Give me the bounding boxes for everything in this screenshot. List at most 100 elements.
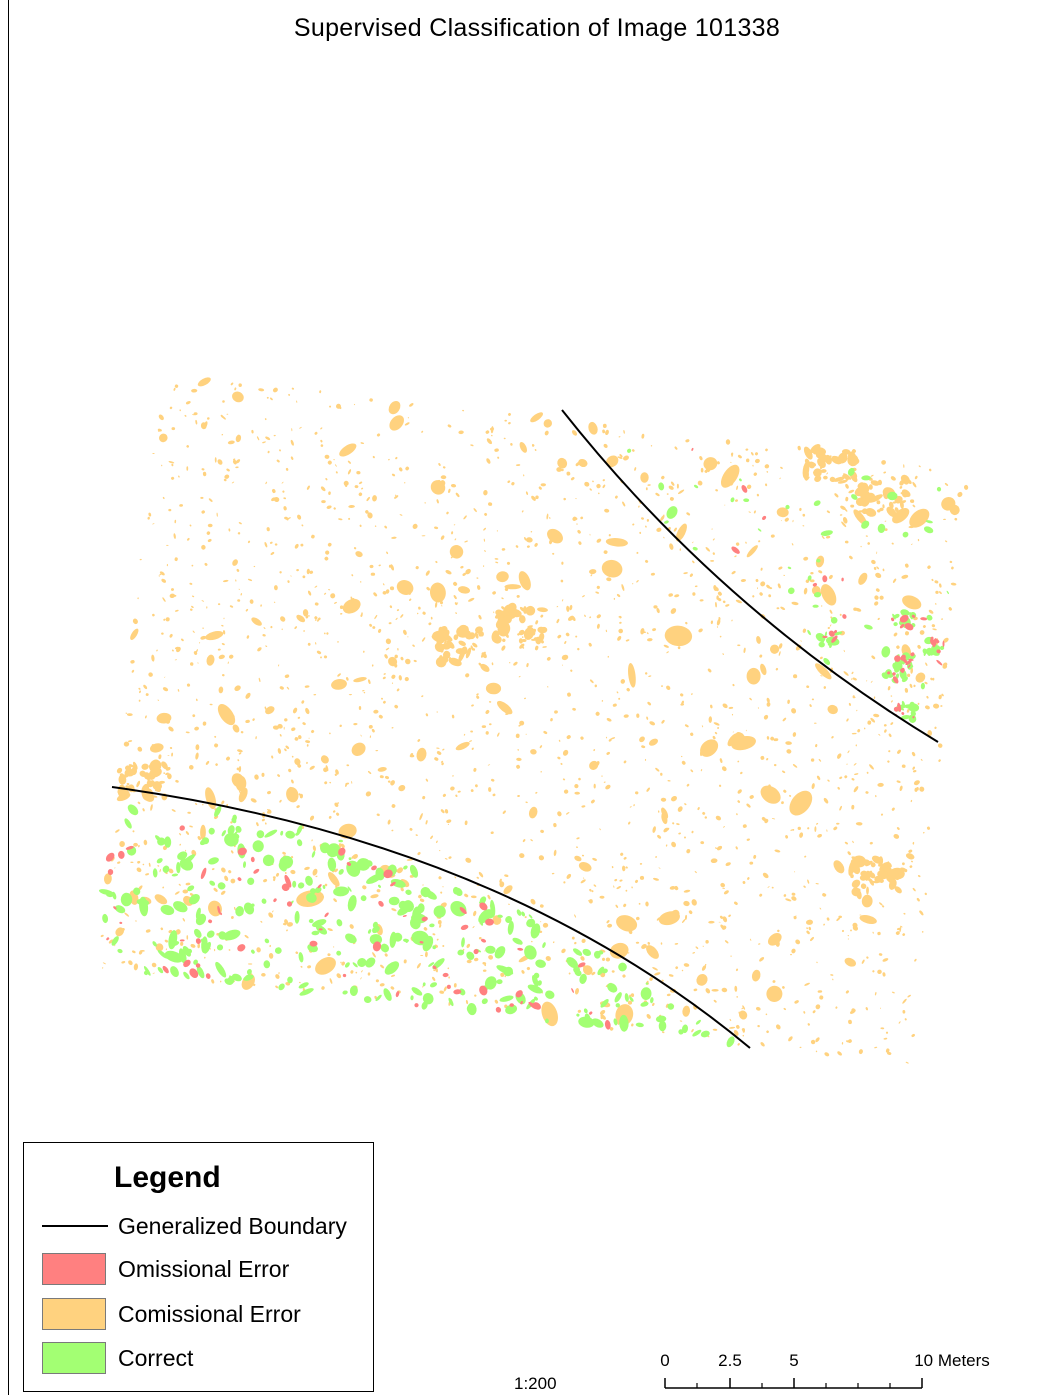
commission-speckle: [791, 948, 796, 954]
commission-speckle: [578, 458, 588, 468]
commission-speckle: [376, 813, 380, 817]
commission-speckle: [910, 543, 913, 545]
commission-speckle: [821, 535, 825, 540]
commission-speckle: [809, 579, 815, 583]
commission-speckle: [802, 628, 807, 633]
commission-speckle: [912, 770, 917, 773]
commission-speckle: [797, 826, 801, 831]
commission-speckle: [518, 615, 526, 624]
commission-speckle: [628, 821, 631, 825]
commission-speckle: [296, 568, 299, 572]
commission-speckle: [159, 433, 168, 443]
commission-speckle: [686, 849, 691, 854]
commission-speckle: [409, 403, 414, 407]
omission-speckle: [195, 938, 201, 944]
commission-speckle: [484, 512, 488, 516]
commission-speckle: [219, 980, 222, 983]
commission-speckle: [191, 595, 195, 598]
commission-speckle: [727, 733, 739, 747]
commission-speckle: [502, 810, 506, 814]
commission-speckle: [162, 597, 166, 602]
commission-speckle: [190, 943, 196, 948]
commission-speckle: [476, 695, 480, 699]
commission-speckle: [574, 941, 577, 945]
correct-speckle: [188, 894, 200, 905]
commission-speckle: [307, 965, 312, 969]
commission-speckle: [470, 895, 477, 899]
commission-speckle: [329, 781, 332, 784]
commission-speckle: [808, 461, 817, 467]
commission-speckle: [142, 808, 145, 812]
commission-speckle: [453, 524, 456, 526]
commission-speckle: [766, 697, 770, 703]
commission-speckle: [360, 442, 365, 444]
commission-speckle: [860, 545, 862, 548]
correct-speckle: [261, 898, 267, 904]
commission-speckle: [577, 1009, 582, 1013]
correct-speckle: [807, 575, 812, 581]
commission-speckle: [632, 523, 635, 526]
commission-speckle: [749, 938, 752, 941]
commission-speckle: [782, 770, 786, 774]
commission-speckle: [833, 860, 845, 874]
omission-speckle: [253, 868, 260, 874]
commission-speckle: [917, 644, 921, 649]
commission-speckle: [169, 406, 173, 410]
commission-speckle: [530, 412, 543, 423]
correct-speckle: [542, 942, 546, 949]
correct-speckle: [336, 950, 342, 956]
commission-speckle: [350, 970, 354, 974]
commission-speckle: [647, 638, 653, 642]
commission-speckle: [572, 707, 576, 711]
commission-speckle: [575, 635, 578, 638]
commission-speckle: [957, 491, 963, 498]
correct-speckle: [393, 932, 403, 942]
commission-speckle: [387, 780, 391, 783]
correct-speckle: [526, 918, 536, 928]
commission-speckle: [739, 1010, 748, 1020]
commission-speckle: [482, 565, 485, 567]
omission-speckle: [273, 898, 277, 903]
commission-speckle: [466, 959, 472, 964]
correct-speckle: [292, 880, 297, 888]
commission-speckle: [562, 749, 569, 756]
commission-speckle: [323, 655, 328, 659]
commission-speckle: [623, 903, 627, 908]
commission-speckle: [886, 506, 897, 518]
commission-speckle: [277, 723, 283, 729]
commission-speckle: [501, 606, 505, 610]
commission-speckle: [910, 499, 915, 504]
commission-speckle: [304, 685, 310, 688]
commission-speckle: [622, 501, 626, 507]
commission-speckle: [823, 588, 826, 592]
scale-label-10: 10 Meters: [914, 1351, 990, 1370]
commission-speckle: [760, 755, 765, 760]
omission-speckle: [346, 862, 352, 866]
commission-speckle: [320, 755, 329, 764]
commission-speckle: [736, 996, 739, 998]
commission-speckle: [912, 504, 916, 508]
correct-speckle: [757, 528, 762, 532]
commission-speckle: [661, 1031, 665, 1034]
commission-speckle: [372, 455, 375, 459]
commission-speckle: [171, 588, 174, 591]
commission-speckle: [290, 575, 292, 577]
commission-speckle: [231, 481, 235, 484]
commission-speckle: [339, 724, 342, 727]
commission-speckle: [363, 691, 366, 694]
correct-speckle: [235, 825, 242, 833]
commission-speckle: [876, 500, 881, 505]
commission-speckle: [765, 483, 768, 487]
commission-speckle: [940, 705, 943, 707]
commission-speckle: [341, 961, 345, 966]
commission-speckle: [963, 484, 969, 490]
commission-speckle: [378, 628, 382, 633]
correct-speckle: [448, 997, 454, 1007]
commission-speckle: [674, 594, 680, 598]
commission-speckle: [561, 561, 564, 565]
commission-speckle: [128, 740, 133, 743]
commission-speckle: [351, 781, 353, 784]
correct-speckle: [830, 617, 838, 624]
commission-speckle: [321, 986, 325, 990]
commission-speckle: [615, 495, 618, 499]
